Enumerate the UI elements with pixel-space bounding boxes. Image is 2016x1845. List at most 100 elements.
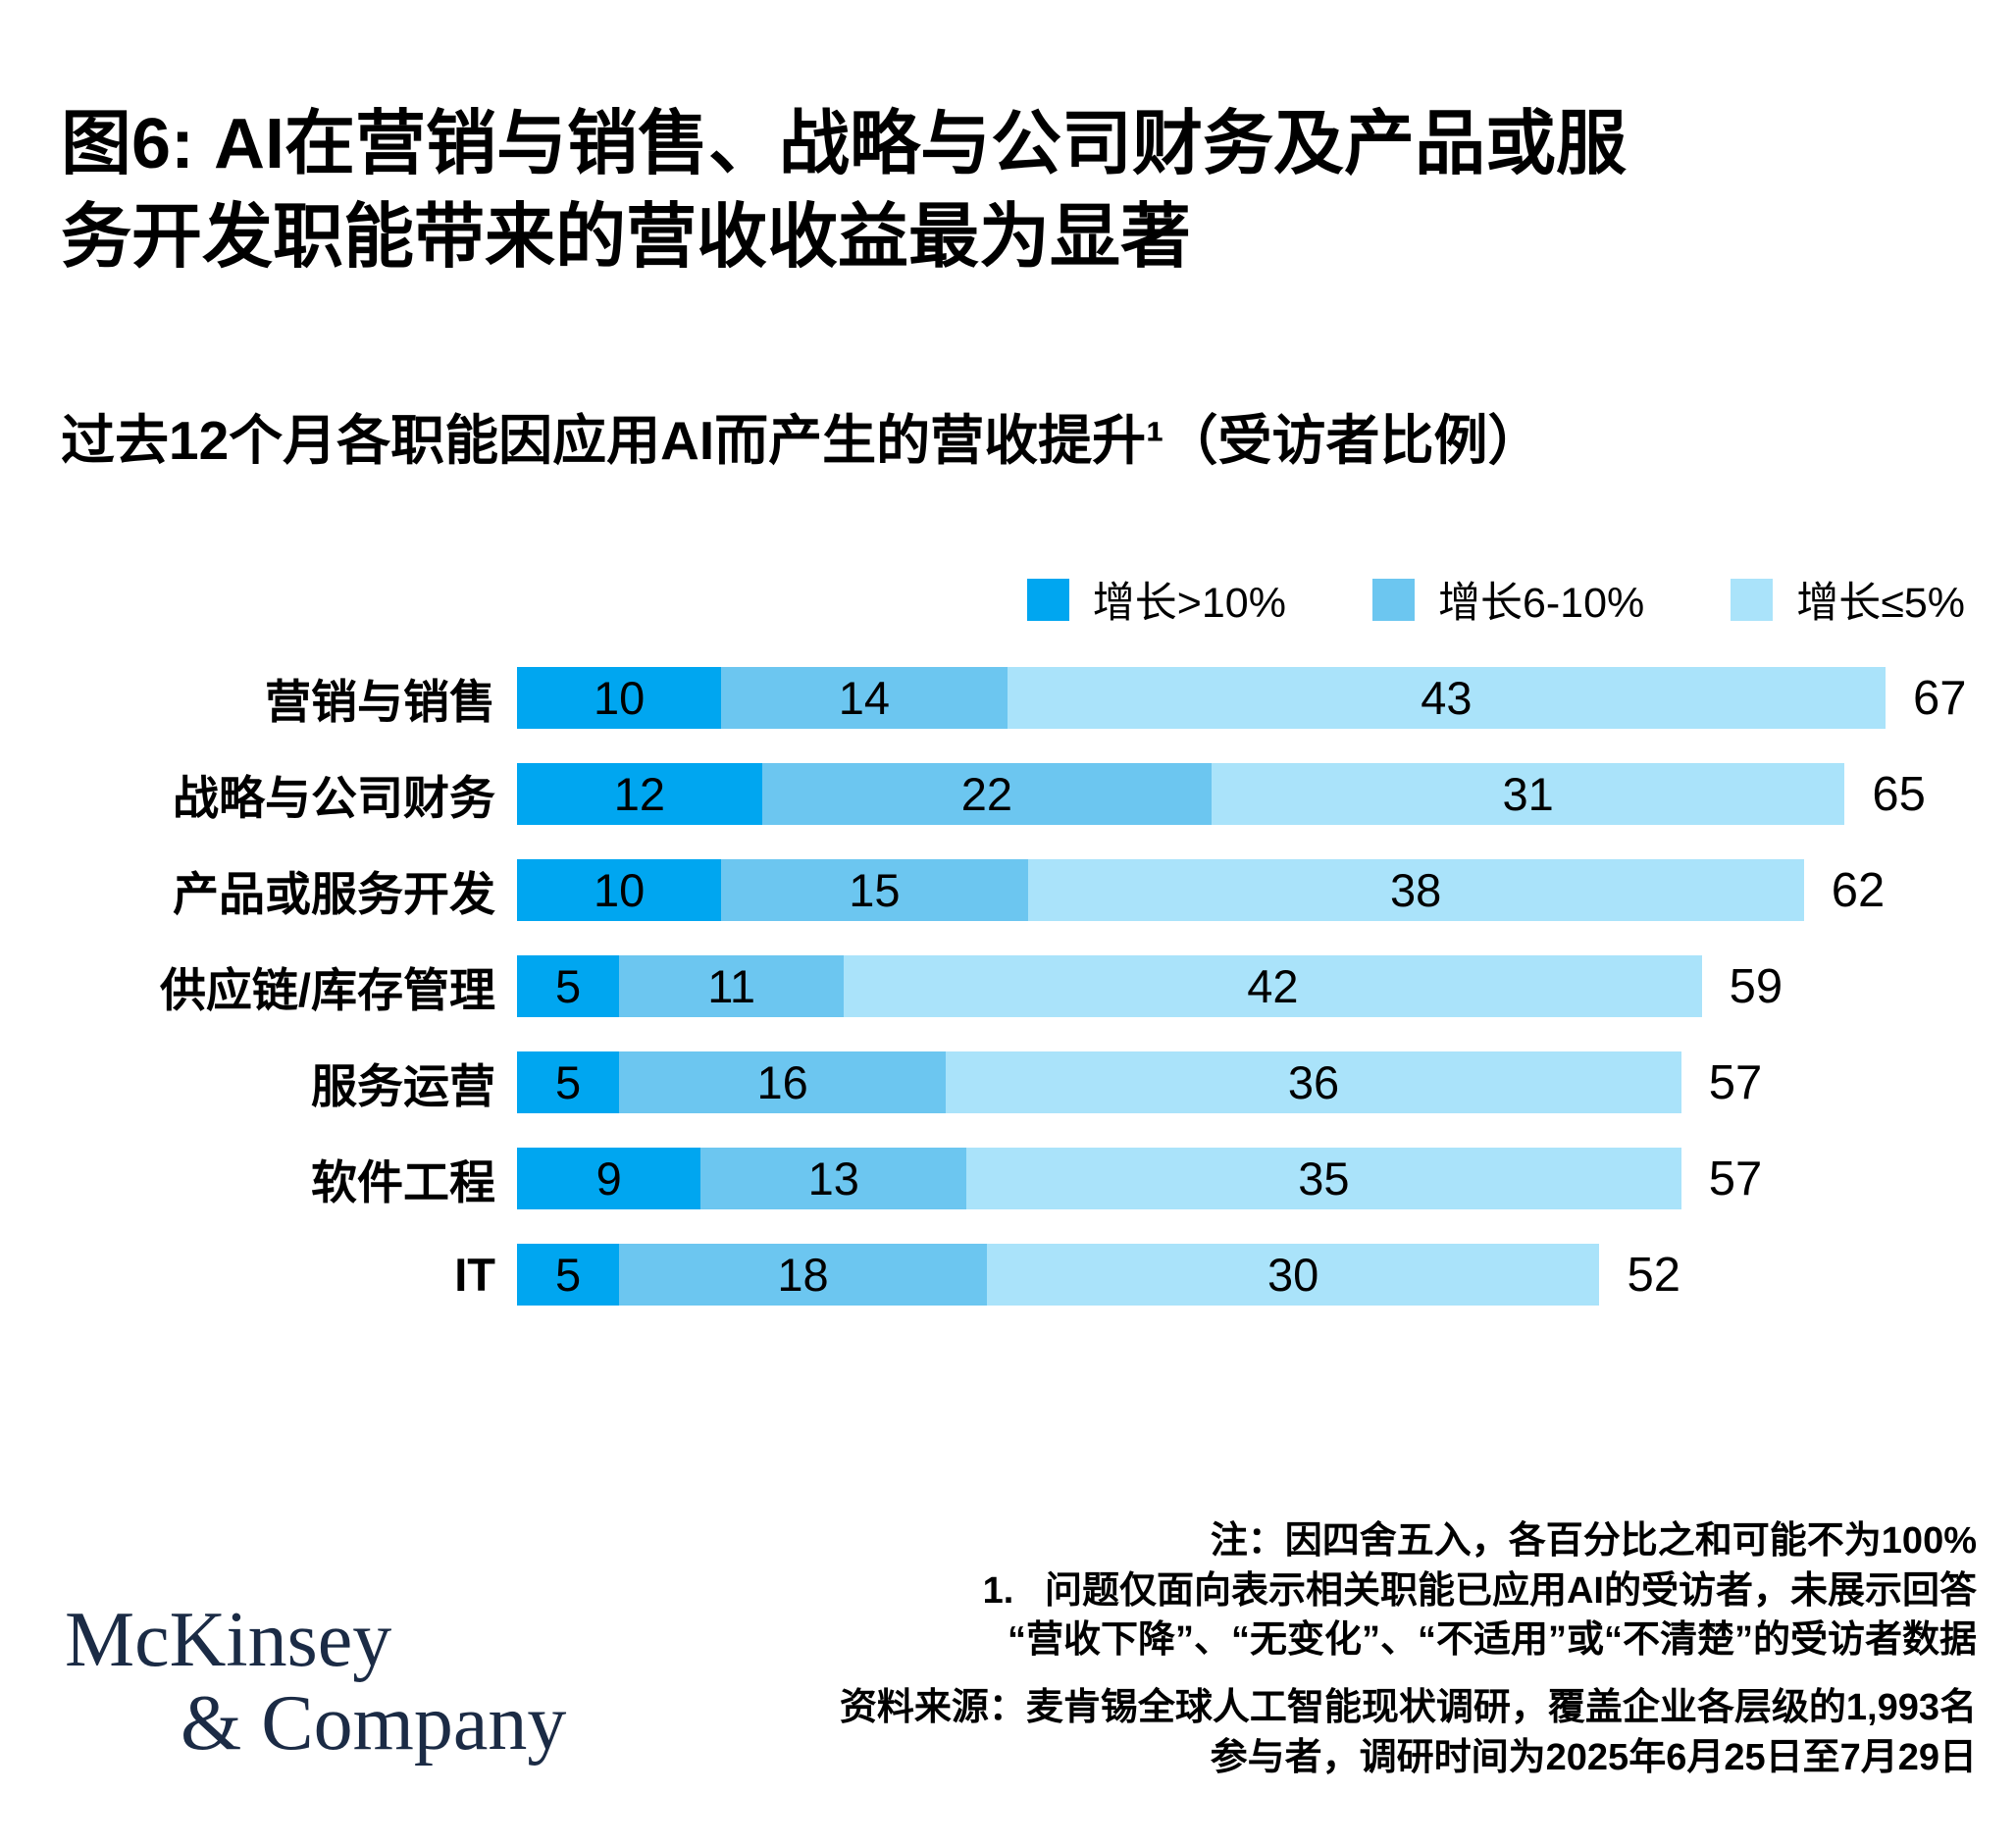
figure-title-line-1: 图6: AI在营销与销售、战略与公司财务及产品或服	[61, 105, 1628, 183]
segment-value: 22	[960, 768, 1012, 820]
segment-value: 10	[593, 672, 646, 724]
segment-value: 18	[777, 1249, 829, 1301]
legend-item-3: 增长≤5%	[1731, 569, 1965, 630]
mckinsey-logo-line-1: McKinsey	[65, 1597, 392, 1683]
legend-label-2: 增长6-10%	[1437, 580, 1645, 627]
chart-notes: 注：因四舍五入，各百分比之和可能不为100% 1. 问题仅面向表示相关职能已应用A…	[983, 1516, 1977, 1666]
bar-row: 供应链/库存管理 5 11 42 59	[61, 955, 1984, 1017]
category-label: 软件工程	[311, 1156, 495, 1208]
bar-segment: 36	[946, 1051, 1681, 1113]
segment-value: 12	[613, 768, 666, 820]
bar-track: 5 16 36	[517, 1051, 1886, 1113]
stacked-bar: 5 18 30	[517, 1244, 1600, 1306]
source-line-2: 参与者，调研时间为2025年6月25日至7月29日	[1210, 1736, 1977, 1778]
segment-value: 13	[807, 1153, 859, 1204]
bar-segment: 16	[619, 1051, 947, 1113]
chart-source: 资料来源：麦肯锡全球人工智能现状调研，覆盖企业各层级的1,993名参与者，调研时…	[840, 1683, 1977, 1782]
legend-swatch-2	[1371, 578, 1415, 621]
category-label: IT	[454, 1249, 495, 1301]
total-value: 59	[1729, 959, 1783, 1013]
bar-track: 5 11 42	[517, 955, 1886, 1017]
bar-segment: 5	[517, 955, 620, 1017]
note-line-1: 注：因四舍五入，各百分比之和可能不为100%	[1210, 1520, 1977, 1562]
mckinsey-logo: McKinsey & Company	[65, 1599, 566, 1766]
segment-value: 16	[756, 1056, 808, 1108]
figure-title-line-2: 务开发职能带来的营收收益最为显著	[61, 198, 1192, 278]
segment-value: 9	[595, 1153, 622, 1204]
chart-legend: 增长>10% 增长6-10% 增长≤5%	[1026, 569, 1965, 630]
bar-track: 9 13 35	[517, 1148, 1886, 1209]
segment-value: 10	[593, 864, 646, 916]
bar-track: 12 22 31	[517, 763, 1886, 825]
bar-segment: 35	[966, 1148, 1681, 1209]
segment-value: 43	[1421, 672, 1473, 724]
total-value: 67	[1913, 671, 1967, 725]
category-label: 营销与销售	[265, 676, 495, 728]
bar-segment: 10	[517, 859, 722, 921]
note-line-2: 1. 问题仅面向表示相关职能已应用AI的受访者，未展示回答	[982, 1569, 1977, 1612]
bar-row: 营销与销售 10 14 43 67	[61, 667, 1984, 729]
legend-item-1: 增长>10%	[1026, 569, 1286, 630]
bar-segment: 13	[700, 1148, 967, 1209]
category-label: 服务运营	[311, 1060, 495, 1112]
bar-segment: 5	[517, 1051, 620, 1113]
segment-value: 42	[1247, 960, 1299, 1012]
category-label: 供应链/库存管理	[159, 964, 495, 1016]
segment-value: 5	[554, 1249, 582, 1301]
segment-value: 36	[1287, 1056, 1340, 1108]
bar-track: 5 18 30	[517, 1244, 1886, 1306]
mckinsey-logo-line-2: & Company	[181, 1679, 567, 1767]
stacked-bar: 9 13 35	[517, 1148, 1681, 1209]
bar-row: 服务运营 5 16 36 57	[61, 1051, 1984, 1113]
bar-row: 产品或服务开发 10 15 38 62	[61, 859, 1984, 921]
source-line-1: 资料来源：麦肯锡全球人工智能现状调研，覆盖企业各层级的1,993名	[839, 1687, 1977, 1728]
bar-segment: 14	[721, 667, 1008, 729]
category-label: 产品或服务开发	[173, 868, 495, 920]
bar-track: 10 14 43	[517, 667, 1886, 729]
segment-value: 38	[1389, 864, 1442, 916]
segment-value: 11	[707, 960, 755, 1012]
bar-row: 战略与公司财务 12 22 31 65	[61, 763, 1984, 825]
segment-value: 15	[849, 864, 901, 916]
stacked-bar: 10 15 38	[517, 859, 1804, 921]
total-value: 62	[1831, 863, 1886, 917]
bar-segment: 5	[517, 1244, 620, 1306]
revenue-uplift-bar-chart: 营销与销售 10 14 43 67 战略与公司财务 12 22 31 65 产品或服务开发 10 15 3…	[61, 667, 1984, 1340]
segment-value: 31	[1502, 768, 1554, 820]
legend-swatch-3	[1731, 578, 1774, 621]
bar-segment: 12	[517, 763, 762, 825]
bar-segment: 43	[1007, 667, 1886, 729]
bar-row: 软件工程 9 13 35 57	[61, 1148, 1984, 1209]
bar-segment: 31	[1211, 763, 1845, 825]
legend-swatch-1	[1026, 578, 1069, 621]
segment-value: 14	[838, 672, 891, 724]
legend-label-1: 增长>10%	[1092, 580, 1286, 627]
segment-value: 30	[1267, 1249, 1319, 1301]
bar-segment: 10	[517, 667, 722, 729]
bar-segment: 9	[517, 1148, 701, 1209]
bar-segment: 42	[844, 955, 1702, 1017]
segment-value: 5	[554, 960, 582, 1012]
bar-segment: 22	[761, 763, 1212, 825]
legend-item-2: 增长6-10%	[1371, 569, 1645, 630]
bar-segment: 15	[721, 859, 1028, 921]
stacked-bar: 10 14 43	[517, 667, 1886, 729]
segment-value: 5	[554, 1056, 582, 1108]
bar-row: IT 5 18 30 52	[61, 1244, 1984, 1306]
total-value: 57	[1708, 1055, 1763, 1109]
total-value: 65	[1872, 767, 1926, 821]
bar-segment: 38	[1027, 859, 1804, 921]
category-label: 战略与公司财务	[173, 772, 495, 824]
note-line-3: “营收下降”、“无变化”、“不适用”或“不清楚”的受访者数据	[1007, 1619, 1977, 1662]
bar-segment: 30	[986, 1244, 1600, 1306]
figure-subtitle: 过去12个月各职能因应用AI而产生的营收提升¹（受访者比例）	[61, 410, 1542, 471]
stacked-bar: 5 16 36	[517, 1051, 1681, 1113]
stacked-bar: 5 11 42	[517, 955, 1702, 1017]
segment-value: 35	[1298, 1153, 1350, 1204]
bar-segment: 18	[619, 1244, 987, 1306]
total-value: 52	[1627, 1248, 1681, 1302]
stacked-bar: 12 22 31	[517, 763, 1845, 825]
figure-title: 图6: AI在营销与销售、战略与公司财务及产品或服 务开发职能带来的营收收益最为…	[61, 98, 1627, 284]
legend-label-3: 增长≤5%	[1796, 580, 1965, 627]
